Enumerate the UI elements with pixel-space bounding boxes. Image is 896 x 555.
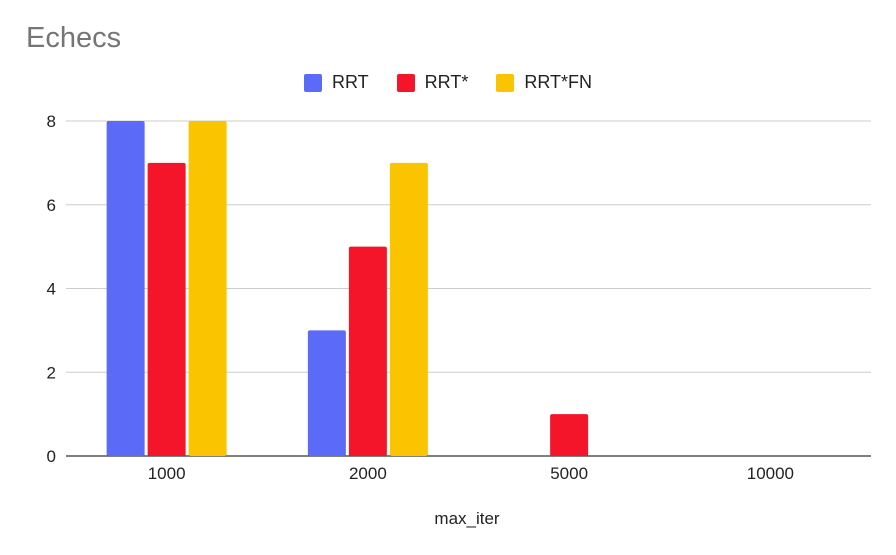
legend-item-rrt-star: RRT*: [396, 72, 469, 93]
legend: RRT RRT* RRT*FN: [0, 72, 896, 93]
bar-rrt-starfn-2000: [389, 162, 428, 456]
legend-swatch-rrt-star: [396, 73, 415, 92]
chart-title: Echecs: [26, 22, 122, 54]
y-tick-label: 4: [47, 280, 56, 299]
legend-item-rrt: RRT: [303, 72, 369, 93]
legend-label-rrt-star-fn: RRT*FN: [524, 72, 593, 92]
bar-rrt-2000: [307, 330, 346, 456]
bar-rrt-starfn-1000: [188, 121, 227, 456]
legend-label-rrt-star: RRT*: [424, 72, 469, 92]
bar-rrt-star-5000: [550, 414, 589, 456]
x-axis-label: max_iter: [434, 509, 500, 528]
y-tick-label: 8: [47, 112, 56, 131]
x-tick-label: 2000: [349, 464, 387, 483]
bar-rrt-1000: [106, 121, 145, 456]
legend-swatch-rrt-star-fn: [496, 73, 515, 92]
bar-rrt-star-2000: [348, 246, 387, 456]
y-tick-label: 2: [47, 363, 56, 382]
x-tick-label: 5000: [550, 464, 588, 483]
gridlines: [66, 120, 871, 457]
x-tick-label: 1000: [148, 464, 186, 483]
legend-label-rrt: RRT: [331, 72, 369, 92]
y-tick-label: 6: [47, 196, 56, 215]
y-tick-labels: 0 2 4 6 8: [47, 112, 56, 466]
x-tick-labels: 1000 2000 5000 10000: [148, 464, 794, 483]
bars: [106, 121, 589, 456]
y-tick-label: 0: [47, 447, 56, 466]
legend-swatch-rrt: [303, 73, 322, 92]
bar-rrt-star-1000: [147, 162, 186, 456]
legend-item-rrt-star-fn: RRT*FN: [496, 72, 592, 93]
x-tick-label: 10000: [747, 464, 794, 483]
